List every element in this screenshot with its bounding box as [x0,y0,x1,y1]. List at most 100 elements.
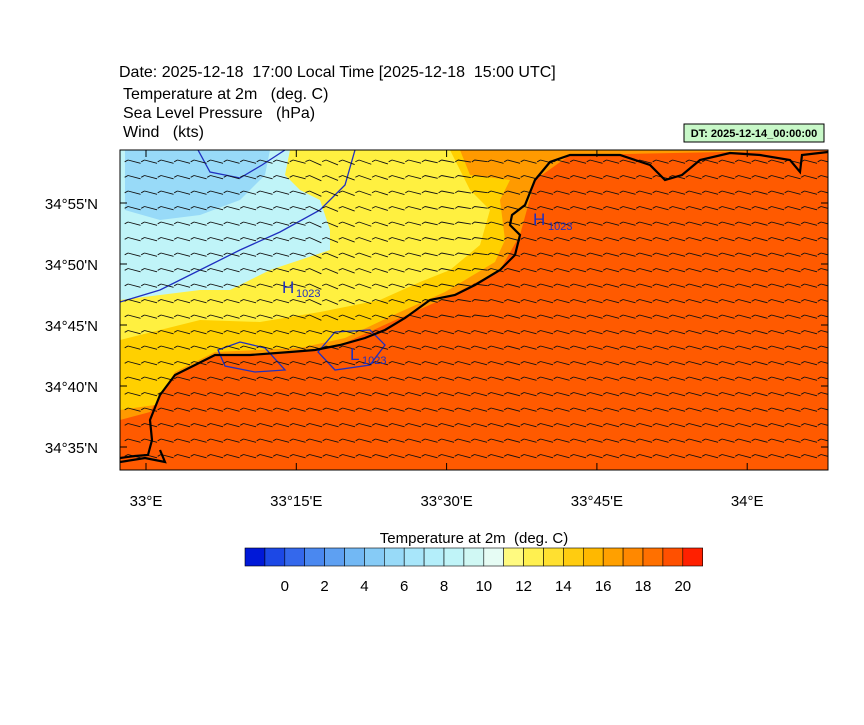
wind-barb [289,159,306,164]
wind-barb [405,175,422,180]
wind-barb [800,392,818,397]
wind-barb [404,345,422,350]
wind-barb [321,314,339,321]
wind-barb [553,376,570,381]
wind-barb [338,376,356,381]
wind-barb [338,221,355,228]
wind-barb [388,330,405,335]
wind-barb [157,206,174,211]
wind-barb [685,175,702,180]
wind-barb [355,330,372,335]
wind-barb [635,221,653,226]
wind-barb [124,206,141,211]
wind-barb [668,314,686,319]
wind-barb [223,175,240,180]
colorbar-tick-label: 12 [515,578,532,595]
wind-barb [338,392,356,397]
wind-barb [767,299,785,304]
wind-barb [569,299,587,304]
wind-barb [520,361,537,366]
wind-barb [734,330,752,335]
wind-barb [751,206,768,211]
wind-barb [239,268,257,273]
wind-barb [388,159,405,164]
wind-barb [421,268,438,272]
wind-barb [718,438,735,443]
wind-barb [668,407,686,412]
colorbar-tick-label: 8 [440,578,448,595]
wind-barb [817,376,828,380]
wind-barb [338,206,355,212]
wind-barb [586,407,603,412]
wind-barb [553,299,570,304]
colorbar-swatch [423,547,445,567]
wind-barb [668,283,686,288]
wind-barb [421,407,438,412]
wind-barb [668,392,686,397]
wind-barb [668,438,686,443]
wind-barb [256,330,273,335]
wind-barb [751,159,768,164]
colorbar-swatch [324,547,345,567]
wind-barb [536,237,554,242]
wind-barb [206,330,224,335]
wind-barb [668,454,686,459]
wind-barb [388,268,405,273]
wind-barb [767,314,785,319]
wind-barb [256,283,273,288]
wind-barb [553,330,570,335]
colorbar-tick-label: 20 [674,578,691,595]
wind-barb [157,175,174,180]
wind-barb [635,438,653,443]
wind-barb [553,283,570,288]
wind-barb [157,237,174,242]
wind-barb [569,438,587,443]
wind-barb [404,361,422,366]
wind-barb [272,361,290,366]
wind-barb [338,423,356,428]
wind-barb [289,330,306,335]
axes: 33°E 33°15'E 33°30'E 33°45'E 34°E 34°55'N 34°5… [45,150,828,510]
wind-barb [652,330,669,335]
wind-barb [338,268,355,274]
wind-barb [817,159,828,163]
wind-barb [272,159,290,164]
wind-barb [206,345,224,350]
wind-barb [767,376,785,381]
field-label: Temperature at 2m (deg. C) [123,86,328,103]
wind-barb [454,206,471,210]
wind-barb [355,190,372,196]
wind-barb [800,221,818,226]
wind-barb [751,454,768,459]
wind-barb [239,314,257,319]
wind-barb [619,345,636,350]
wind-barb [784,330,801,335]
wind-barb [124,283,141,288]
wind-barb [272,175,290,180]
wind-barb [784,221,801,226]
wind-barb [701,206,719,211]
pressure-letter: H [533,210,545,229]
wind-barb [388,314,405,319]
wind-barb [751,423,768,428]
wind-barb [421,237,438,241]
map-frame [119,149,829,471]
wind-barb [619,159,636,164]
wind-barb [602,268,620,273]
wind-barb [338,438,356,443]
wind-barb [157,221,174,226]
wind-barb [239,361,257,366]
wind-barb [239,330,257,335]
wind-barb [471,252,488,256]
wind-barb [140,314,158,319]
wind-barb [635,206,653,211]
wind-barb [321,221,339,228]
wind-barb [536,376,554,381]
wind-barb [157,268,174,273]
wind-barb [503,407,521,412]
wind-barb [438,237,455,241]
wind-barb [569,376,587,381]
wind-barb [652,438,669,443]
wind-barb [619,454,636,459]
